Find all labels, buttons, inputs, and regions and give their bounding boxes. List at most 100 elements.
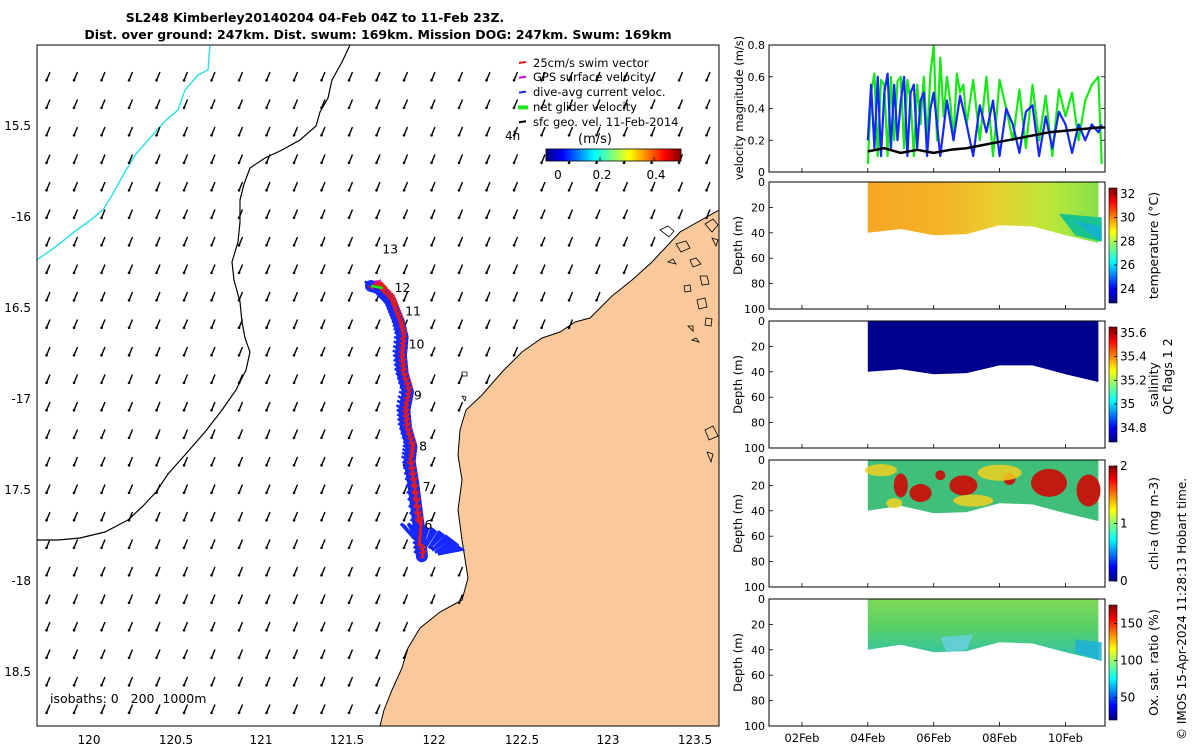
arrow-shaft xyxy=(540,154,546,164)
current-arrow xyxy=(210,429,216,440)
current-arrow xyxy=(237,649,244,660)
dive-avg-vector xyxy=(397,394,407,403)
arrow-head xyxy=(567,271,571,275)
arrow-shaft xyxy=(705,71,711,81)
current-arrow xyxy=(567,126,574,137)
swim-vector xyxy=(412,476,418,484)
arrow-head xyxy=(292,79,296,82)
current-arrow xyxy=(155,704,161,715)
arrow-head xyxy=(155,161,158,165)
arrow-head xyxy=(210,134,213,137)
current-arrow xyxy=(540,126,546,137)
map-x-axis: 120 120.5 121 121.5 122 122.5 123 123.5 xyxy=(78,733,713,747)
current-arrow xyxy=(540,236,546,247)
arrow-shaft xyxy=(430,511,436,521)
legend-swatch xyxy=(518,61,527,64)
current-arrow xyxy=(705,154,711,165)
current-arrow xyxy=(72,346,79,357)
arrow-head xyxy=(402,519,406,522)
arrow-shaft xyxy=(183,621,189,631)
arrow-head xyxy=(595,244,598,247)
arrow-head xyxy=(402,629,406,632)
arrow-shaft xyxy=(210,71,216,81)
arrow-head xyxy=(402,134,406,137)
map-x-tick: 123 xyxy=(597,733,620,747)
current-arrow xyxy=(127,71,134,82)
arrow-shaft xyxy=(430,291,436,301)
arrow-head xyxy=(127,326,131,330)
arrow-shaft xyxy=(210,209,216,219)
current-arrow xyxy=(595,209,601,220)
arrow-shaft xyxy=(100,181,106,191)
current-arrow xyxy=(347,319,354,330)
arrow-head xyxy=(210,601,213,605)
current-arrow xyxy=(155,429,161,440)
arrow-shaft xyxy=(403,621,409,631)
arrow-shaft xyxy=(100,429,106,439)
arrow-shaft xyxy=(485,291,491,301)
arrow-head xyxy=(375,189,378,192)
arrow-shaft xyxy=(293,209,299,219)
arrow-head xyxy=(155,106,158,110)
current-arrow xyxy=(127,649,134,660)
current-arrow xyxy=(182,429,189,440)
current-arrow xyxy=(127,374,134,385)
arrow-shaft xyxy=(293,566,299,576)
swim-vector xyxy=(398,315,404,324)
current-arrow xyxy=(100,71,106,82)
current-arrow xyxy=(402,99,409,110)
section-patch xyxy=(1075,639,1102,662)
arrow-shaft xyxy=(348,594,354,604)
arrow-shaft xyxy=(155,511,161,521)
arrow-head xyxy=(210,491,213,495)
arrow-shaft xyxy=(293,621,299,631)
current-arrow xyxy=(155,374,161,385)
arrow-head xyxy=(100,216,103,220)
dive-avg-vector xyxy=(385,303,395,311)
arrow-shaft xyxy=(403,539,409,549)
current-arrow xyxy=(265,291,271,302)
arrow-head xyxy=(567,244,571,247)
current-arrow xyxy=(155,484,161,495)
current-arrow xyxy=(237,456,244,467)
arrow-shaft xyxy=(540,99,546,109)
arrow-head xyxy=(100,409,103,412)
arrow-shaft xyxy=(100,401,106,411)
arrow-head xyxy=(347,491,351,495)
dive-avg-vector xyxy=(402,444,412,452)
arrow-head xyxy=(457,216,461,220)
arrow-shaft xyxy=(650,126,656,136)
current-arrow xyxy=(127,594,134,605)
arrow-shaft xyxy=(403,594,409,604)
arrow-head xyxy=(430,574,433,577)
arrow-shaft xyxy=(293,484,299,494)
arrow-head xyxy=(237,601,241,605)
arrow-shaft xyxy=(45,181,51,191)
map-x-tick: 120.5 xyxy=(159,733,193,747)
arrow-head xyxy=(127,656,131,660)
current-arrow xyxy=(375,319,381,330)
arrow-head xyxy=(45,79,48,82)
arrow-shaft xyxy=(128,126,134,136)
current-arrow xyxy=(72,126,79,137)
current-arrow xyxy=(45,154,51,165)
colorbar-label: salinity xyxy=(1146,361,1161,406)
arrow-shaft xyxy=(155,71,161,81)
current-arrow xyxy=(650,181,656,192)
arrow-shaft xyxy=(403,99,409,109)
current-arrow xyxy=(292,154,299,165)
arrow-head xyxy=(182,436,186,440)
arrow-shaft xyxy=(238,511,244,521)
arrow-shaft xyxy=(183,484,189,494)
current-arrow xyxy=(127,236,134,247)
arrow-head xyxy=(375,106,378,110)
arrow-head xyxy=(292,189,296,192)
arrow-shaft xyxy=(45,649,51,659)
arrow-head xyxy=(375,354,378,357)
current-arrow xyxy=(320,209,326,220)
arrow-head xyxy=(182,601,186,605)
current-arrow xyxy=(430,484,436,495)
arrow-shaft xyxy=(238,346,244,356)
swim-vector xyxy=(404,399,411,407)
current-arrow xyxy=(457,401,464,412)
